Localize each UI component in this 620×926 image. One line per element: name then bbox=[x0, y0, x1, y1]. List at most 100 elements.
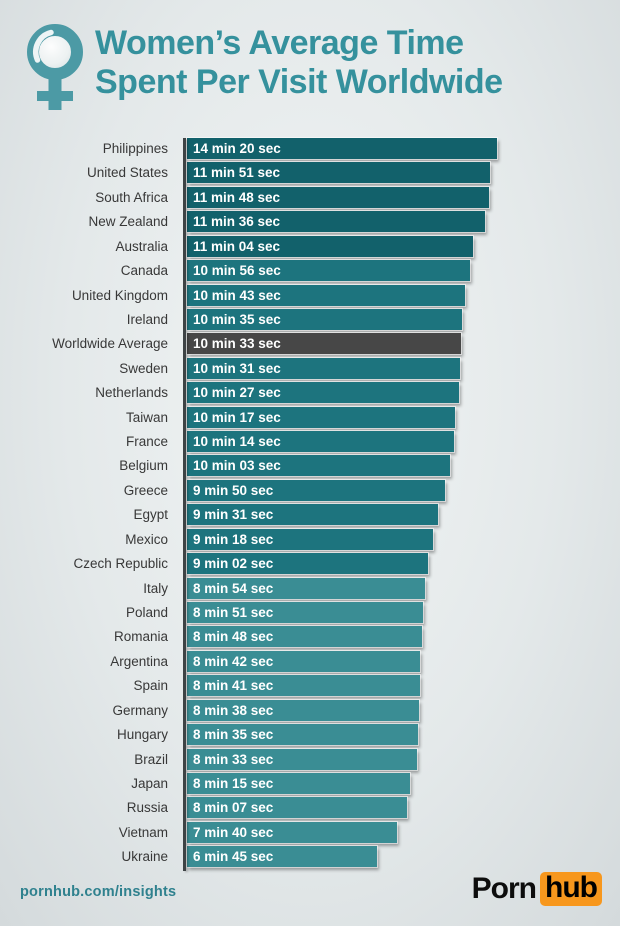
chart-row: Vietnam 7 min 40 sec bbox=[0, 821, 620, 846]
bar: 10 min 31 sec bbox=[187, 357, 461, 379]
bar-value-label: 8 min 54 sec bbox=[193, 580, 274, 596]
bar-value-label: 10 min 27 sec bbox=[193, 385, 281, 401]
bar: 10 min 17 sec bbox=[187, 406, 456, 428]
bar: 9 min 18 sec bbox=[187, 528, 434, 550]
page-title-line2: Spent Per Visit Worldwide bbox=[95, 62, 503, 101]
page-title: Women’s Average Time Spent Per Visit Wor… bbox=[95, 24, 503, 102]
bar: 8 min 33 sec bbox=[187, 748, 417, 770]
chart-row: United States 11 min 51 sec bbox=[0, 162, 620, 186]
bar-value-label: 10 min 43 sec bbox=[193, 287, 281, 303]
bar: 11 min 48 sec bbox=[187, 186, 489, 208]
country-label: Sweden bbox=[119, 360, 168, 376]
country-label: France bbox=[125, 434, 168, 450]
chart-row: France 10 min 14 sec bbox=[0, 431, 620, 455]
chart-row: Argentina 8 min 42 sec bbox=[0, 650, 620, 675]
page-title-line1: Women’s Average Time bbox=[95, 24, 464, 62]
country-label: Russia bbox=[126, 800, 168, 816]
bar-value-label: 9 min 31 sec bbox=[193, 507, 274, 523]
bar: 8 min 51 sec bbox=[187, 602, 424, 624]
bar-value-label: 9 min 02 sec bbox=[193, 556, 274, 572]
bar-value-label: 8 min 42 sec bbox=[193, 653, 274, 669]
footer-site-link: pornhub.com/insights bbox=[20, 884, 177, 900]
bar-value-label: 9 min 18 sec bbox=[193, 531, 274, 547]
country-label: Canada bbox=[120, 263, 168, 279]
bar: 8 min 48 sec bbox=[187, 626, 423, 648]
bar-value-label: 10 min 56 sec bbox=[193, 263, 281, 279]
bar: 10 min 56 sec bbox=[187, 260, 470, 282]
bar: 9 min 02 sec bbox=[187, 553, 428, 575]
country-label: Hungary bbox=[116, 727, 168, 743]
bar-value-label: 10 min 17 sec bbox=[193, 409, 281, 425]
chart-row: Sweden 10 min 31 sec bbox=[0, 357, 620, 382]
bar-value-label: 14 min 20 sec bbox=[193, 141, 281, 156]
bar: 10 min 14 sec bbox=[187, 431, 455, 453]
bar-value-label: 8 min 51 sec bbox=[193, 605, 274, 621]
bar: 11 min 04 sec bbox=[187, 235, 473, 257]
country-label: Taiwan bbox=[125, 409, 168, 425]
bar-value-label: 11 min 04 sec bbox=[193, 238, 281, 254]
logo-text-porn: Porn bbox=[471, 872, 537, 905]
country-label: Italy bbox=[143, 580, 168, 596]
bar: 8 min 15 sec bbox=[187, 772, 411, 794]
bar: 6 min 45 sec bbox=[187, 846, 377, 868]
chart-row: Worldwide Average 10 min 33 sec bbox=[0, 333, 620, 357]
country-label: New Zealand bbox=[88, 214, 168, 230]
bar: 8 min 41 sec bbox=[187, 675, 420, 697]
chart-row: United Kingdom 10 min 43 sec bbox=[0, 284, 620, 309]
bar: 7 min 40 sec bbox=[187, 821, 398, 843]
chart-row: Egypt 9 min 31 sec bbox=[0, 504, 620, 528]
bar: 8 min 42 sec bbox=[187, 650, 421, 672]
bar-value-label: 8 min 33 sec bbox=[193, 751, 274, 767]
country-label: Egypt bbox=[133, 507, 168, 523]
bar-value-label: 8 min 15 sec bbox=[193, 775, 274, 791]
bar-value-label: 11 min 51 sec bbox=[193, 165, 281, 181]
country-label: Belgium bbox=[119, 458, 168, 474]
chart-row: Russia 8 min 07 sec bbox=[0, 797, 620, 821]
bar: 10 min 43 sec bbox=[187, 284, 465, 306]
country-label: Romania bbox=[113, 629, 168, 645]
bar: 11 min 51 sec bbox=[187, 162, 491, 184]
bar-value-label: 9 min 50 sec bbox=[193, 482, 274, 498]
bar: 8 min 54 sec bbox=[187, 577, 425, 599]
logo-text-hub: hub bbox=[540, 872, 602, 906]
bar: 8 min 07 sec bbox=[187, 797, 408, 819]
bar: 9 min 31 sec bbox=[187, 504, 439, 526]
bar-value-label: 10 min 03 sec bbox=[193, 458, 281, 474]
chart-row: Mexico 9 min 18 sec bbox=[0, 528, 620, 553]
country-label: Ukraine bbox=[121, 849, 168, 865]
country-label: Australia bbox=[115, 238, 168, 254]
country-label: Mexico bbox=[125, 531, 168, 547]
chart-row: Czech Republic 9 min 02 sec bbox=[0, 553, 620, 577]
chart-row: Ireland 10 min 35 sec bbox=[0, 308, 620, 333]
bar-chart: Philippines 14 min 20 sec United States … bbox=[0, 138, 620, 871]
bar-value-label: 10 min 31 sec bbox=[193, 360, 281, 376]
pornhub-logo: Porn hub bbox=[472, 872, 602, 906]
chart-row: Hungary 8 min 35 sec bbox=[0, 724, 620, 748]
bar: 10 min 27 sec bbox=[187, 382, 459, 404]
bar-value-label: 8 min 48 sec bbox=[193, 629, 274, 645]
chart-row: Canada 10 min 56 sec bbox=[0, 260, 620, 284]
female-symbol-icon bbox=[27, 24, 83, 110]
country-label: Spain bbox=[133, 678, 168, 694]
bar-value-label: 8 min 07 sec bbox=[193, 800, 274, 816]
country-label: Philippines bbox=[102, 141, 168, 156]
country-label: United Kingdom bbox=[71, 287, 168, 303]
bar: 8 min 38 sec bbox=[187, 699, 419, 721]
country-label: Ireland bbox=[126, 311, 168, 327]
bar-value-label: 8 min 35 sec bbox=[193, 727, 274, 743]
chart-row: Ukraine 6 min 45 sec bbox=[0, 846, 620, 870]
bar-value-label: 7 min 40 sec bbox=[193, 824, 274, 840]
chart-row: Germany 8 min 38 sec bbox=[0, 699, 620, 724]
country-label: Japan bbox=[131, 775, 168, 791]
chart-row: Italy 8 min 54 sec bbox=[0, 577, 620, 602]
bar-value-label: 8 min 41 sec bbox=[193, 678, 274, 694]
infographic-header: Women’s Average Time Spent Per Visit Wor… bbox=[0, 0, 620, 120]
bar-value-label: 11 min 48 sec bbox=[193, 189, 281, 205]
chart-row: Brazil 8 min 33 sec bbox=[0, 748, 620, 773]
country-label: United States bbox=[86, 165, 168, 181]
bar-value-label: 10 min 33 sec bbox=[193, 336, 281, 352]
chart-row: South Africa 11 min 48 sec bbox=[0, 186, 620, 211]
bar-value-label: 10 min 14 sec bbox=[193, 434, 281, 450]
country-label: Germany bbox=[112, 702, 168, 718]
chart-row: Australia 11 min 04 sec bbox=[0, 235, 620, 260]
